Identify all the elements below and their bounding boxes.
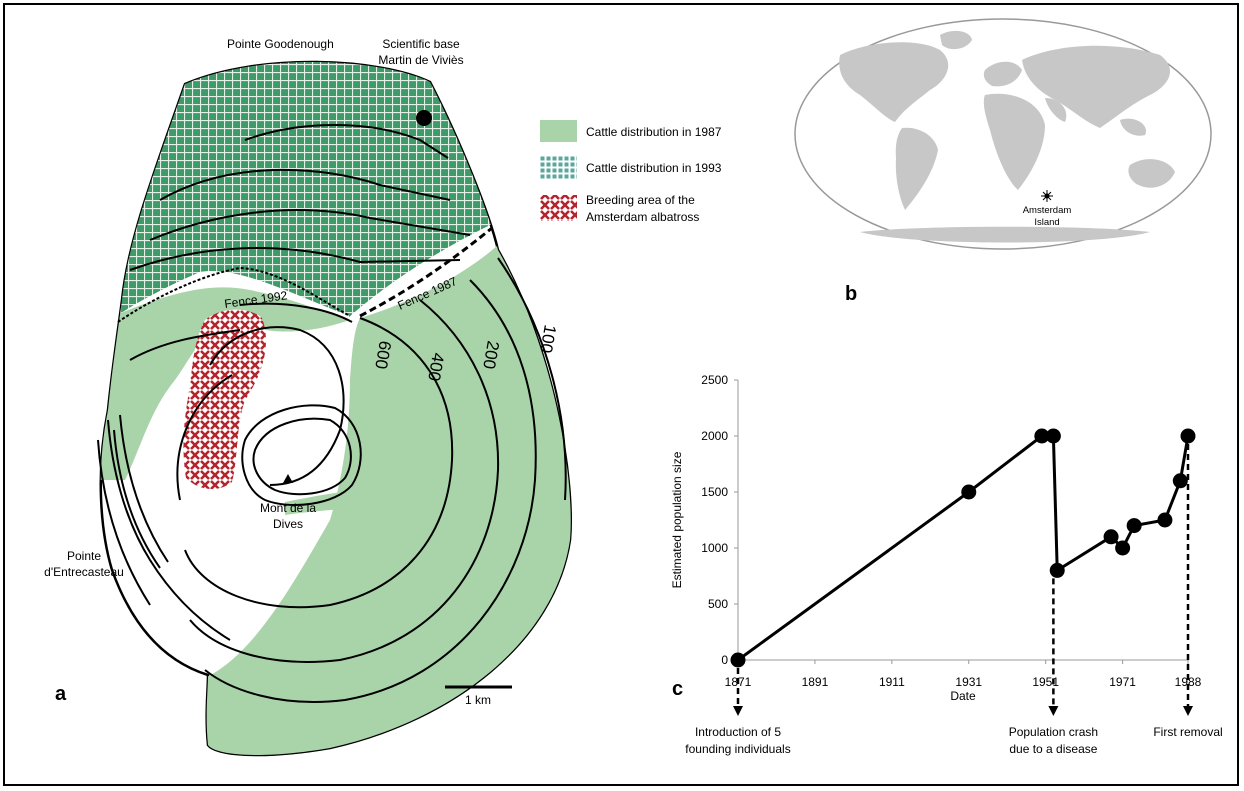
legend-label-albatross-line1: Breeding area of the [586, 193, 695, 207]
y-axis-label: Estimated population size [670, 451, 684, 588]
amsterdam-label-line2: Island [1034, 217, 1059, 228]
data-point-1871 [730, 652, 746, 668]
data-point-1974 [1126, 518, 1142, 534]
panel-a-label: a [55, 683, 67, 705]
annotation-arrow-icon-0 [733, 706, 743, 716]
annotation-arrow-icon-2 [1183, 706, 1193, 716]
legend-swatch-cattle-1987 [540, 120, 577, 142]
world-continents [839, 30, 1175, 243]
panel-b-world-map: Amsterdam Island b [794, 18, 1212, 305]
data-point-1968 [1103, 529, 1119, 545]
annotation-text-2-line1: First removal [1153, 725, 1222, 739]
x-tick-label-1988: 1988 [1175, 675, 1202, 689]
panel-a-map: Pointe Goodenough Scientific base Martin… [44, 37, 572, 757]
scale-bar-label: 1 km [465, 693, 491, 707]
label-pointe-line1: Pointe [67, 549, 101, 563]
cattle-1987-west-area [100, 287, 350, 480]
data-point-1986 [1172, 473, 1188, 489]
panel-c-chart: Estimated population size Date c 0 500 100… [670, 373, 1223, 756]
label-base-line1: Scientific base [382, 37, 460, 51]
elevation-100: 100 [536, 323, 560, 354]
summit-triangle-icon [283, 474, 293, 483]
annotation-text-1-line2: due to a disease [1009, 742, 1097, 756]
annotation-arrow-icon-1 [1048, 706, 1059, 716]
amsterdam-label-line1: Amsterdam [1023, 205, 1072, 216]
fence-1992 [117, 266, 351, 323]
data-point-1950 [1034, 428, 1050, 444]
label-pointe-goodenough: Pointe Goodenough [227, 37, 334, 51]
elevation-600: 600 [371, 339, 395, 370]
data-point-1953 [1045, 428, 1061, 444]
y-tick-label-1000: 1000 [701, 541, 728, 555]
annotation-text-0-line2: founding individuals [685, 742, 790, 756]
annotation-text-1-line1: Population crash [1009, 725, 1098, 739]
data-point-1931 [961, 484, 977, 500]
elevation-400: 400 [424, 351, 448, 382]
y-tick-label-2000: 2000 [701, 429, 728, 443]
legend-swatch-albatross [540, 195, 577, 221]
label-base-line2: Martin de Viviès [378, 53, 463, 67]
amsterdam-island-burst-icon [1041, 190, 1053, 202]
cattle-1993-area [100, 61, 571, 330]
x-tick-label-1911: 1911 [879, 675, 905, 689]
label-mont-line2: Dives [273, 517, 303, 531]
data-point-1988 [1180, 428, 1196, 444]
fence-1987 [359, 226, 493, 318]
elevation-200: 200 [479, 339, 503, 370]
map-legend: Cattle distribution in 1987 Cattle distr… [540, 120, 722, 224]
data-point-1954 [1049, 562, 1065, 578]
x-axis-label: Date [950, 689, 976, 703]
scientific-base-marker [416, 110, 432, 126]
y-tick-label-500: 500 [708, 597, 728, 611]
legend-label-cattle-1993: Cattle distribution in 1993 [586, 161, 722, 175]
y-tick-label-2500: 2500 [701, 373, 728, 387]
y-tick-label-0: 0 [721, 653, 728, 667]
data-point-1971 [1115, 540, 1131, 556]
y-tick-label-1500: 1500 [701, 485, 728, 499]
panel-b-label: b [845, 283, 857, 305]
x-tick-label-1951: 1951 [1032, 675, 1059, 689]
x-tick-label-1891: 1891 [802, 675, 829, 689]
legend-swatch-cattle-1993 [540, 156, 577, 180]
legend-label-albatross-line2: Amsterdam albatross [586, 210, 699, 224]
label-pointe-line2: d'Entrecasteau [44, 565, 124, 579]
x-tick-label-1971: 1971 [1109, 675, 1136, 689]
panel-c-label: c [672, 678, 683, 700]
data-point-1982 [1157, 512, 1173, 528]
label-mont-line1: Mont de la [260, 501, 316, 515]
x-tick-label-1931: 1931 [955, 675, 982, 689]
contour-lines [97, 124, 567, 703]
annotation-text-0-line1: Introduction of 5 [695, 725, 781, 739]
legend-label-cattle-1987: Cattle distribution in 1987 [586, 125, 722, 139]
albatross-breeding-area [183, 309, 266, 490]
cattle-1987-area [200, 245, 571, 756]
